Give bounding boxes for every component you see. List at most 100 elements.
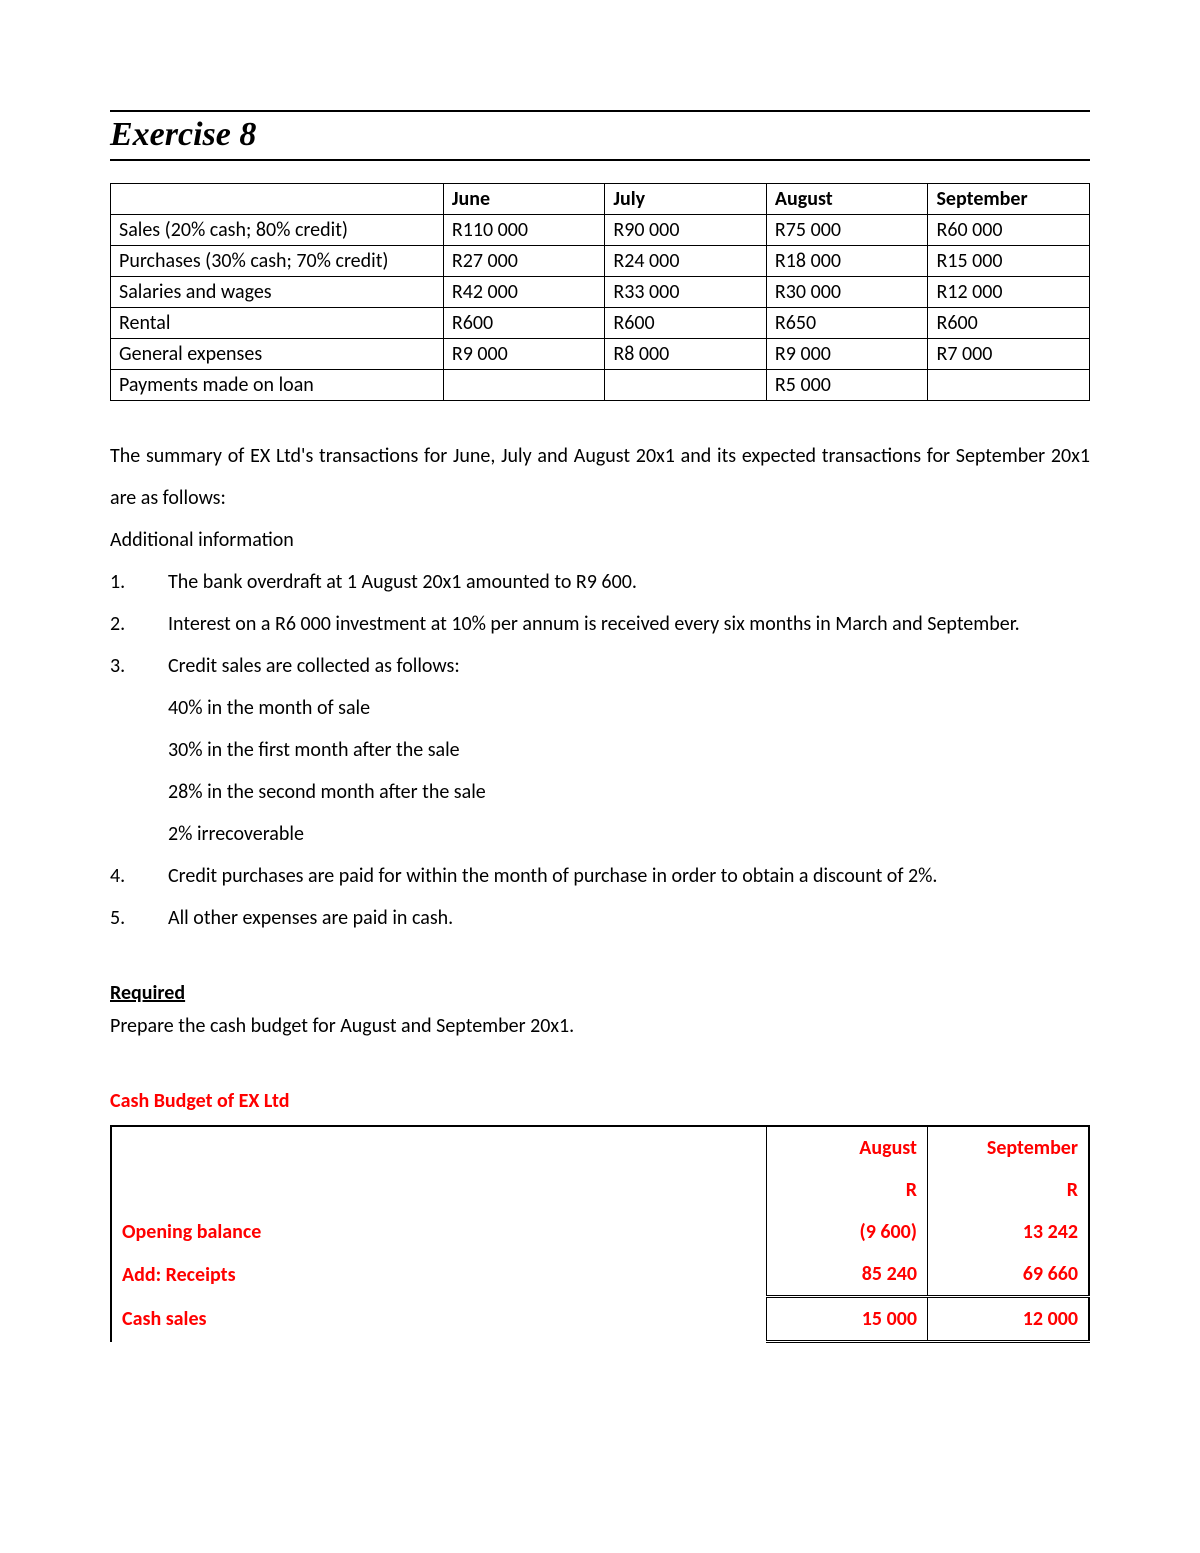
info-item: 2% irrecoverable [110,813,1090,855]
title-rule-box: Exercise 8 [110,110,1090,161]
table-header-blank [111,184,444,215]
row-value: R8 000 [605,339,767,370]
row-value: R650 [766,308,928,339]
info-item-number [110,771,168,813]
info-item: 40% in the month of sale [110,687,1090,729]
info-item-text: The bank overdraft at 1 August 20x1 amou… [168,561,1090,603]
info-item-number: 5. [110,897,168,939]
row-value: R5 000 [766,370,928,401]
row-label: Purchases (30% cash; 70% credit) [111,246,444,277]
row-value: R18 000 [766,246,928,277]
intro-text: The summary of EX Ltd's transactions for… [110,435,1090,519]
info-item-text: 30% in the first month after the sale [168,729,1090,771]
additional-info-list: 1.The bank overdraft at 1 August 20x1 am… [110,561,1090,939]
row-value: R15 000 [928,246,1090,277]
row-value: R24 000 [605,246,767,277]
budget-row-sep: 69 660 [928,1253,1090,1297]
row-label: Salaries and wages [111,277,444,308]
info-item: 3.Credit sales are collected as follows: [110,645,1090,687]
row-value: R600 [605,308,767,339]
info-item-number: 1. [110,561,168,603]
budget-currency-sep: R [928,1169,1090,1211]
transactions-table: June July August September Sales (20% ca… [110,183,1090,401]
info-item-text: 28% in the second month after the sale [168,771,1090,813]
info-item-text: 40% in the month of sale [168,687,1090,729]
budget-header-september: September [928,1126,1090,1169]
budget-row-label: Opening balance [111,1211,767,1253]
row-label: Sales (20% cash; 80% credit) [111,215,444,246]
intro-paragraph: The summary of EX Ltd's transactions for… [110,435,1090,519]
info-item-number: 2. [110,603,168,645]
row-value: R600 [443,308,605,339]
table-header-june: June [443,184,605,215]
info-item: 4.Credit purchases are paid for within t… [110,855,1090,897]
cash-budget-table: August September R R Opening balance(9 6… [110,1125,1090,1343]
table-header-august: August [766,184,928,215]
row-value: R75 000 [766,215,928,246]
info-item-text: 2% irrecoverable [168,813,1090,855]
table-row: RentalR600R600R650R600 [111,308,1090,339]
row-value: R30 000 [766,277,928,308]
info-item-number [110,729,168,771]
row-label: General expenses [111,339,444,370]
required-heading: Required [110,981,1090,1005]
row-value: R60 000 [928,215,1090,246]
row-value [605,370,767,401]
table-row: Purchases (30% cash; 70% credit)R27 000R… [111,246,1090,277]
info-item: 30% in the first month after the sale [110,729,1090,771]
budget-currency-aug: R [767,1169,928,1211]
row-label: Rental [111,308,444,339]
budget-row-aug: (9 600) [767,1211,928,1253]
info-item: 1.The bank overdraft at 1 August 20x1 am… [110,561,1090,603]
info-item: 28% in the second month after the sale [110,771,1090,813]
row-value: R27 000 [443,246,605,277]
budget-row-sep: 13 242 [928,1211,1090,1253]
row-value: R42 000 [443,277,605,308]
row-value: R12 000 [928,277,1090,308]
budget-row: Add: Receipts85 24069 660 [111,1253,1089,1297]
table-row: General expensesR9 000R8 000R9 000R7 000 [111,339,1090,370]
info-item: 2.Interest on a R6 000 investment at 10%… [110,603,1090,645]
row-value [443,370,605,401]
exercise-title: Exercise 8 [110,116,1090,153]
info-item-text: Interest on a R6 000 investment at 10% p… [168,603,1090,645]
required-text: Prepare the cash budget for August and S… [110,1005,1090,1047]
budget-row-aug: 15 000 [767,1297,928,1342]
budget-row-aug: 85 240 [767,1253,928,1297]
budget-currency-blank [111,1169,767,1211]
info-item: 5.All other expenses are paid in cash. [110,897,1090,939]
budget-header-august: August [767,1126,928,1169]
budget-row: Cash sales15 00012 000 [111,1297,1089,1342]
info-item-number [110,687,168,729]
additional-info-heading: Additional information [110,519,1090,561]
info-item-number: 3. [110,645,168,687]
table-header-september: September [928,184,1090,215]
budget-row-sep: 12 000 [928,1297,1090,1342]
info-item-text: All other expenses are paid in cash. [168,897,1090,939]
table-row: Salaries and wagesR42 000R33 000R30 000R… [111,277,1090,308]
table-header-july: July [605,184,767,215]
row-value: R90 000 [605,215,767,246]
document-page: Exercise 8 June July August September Sa… [0,0,1200,1553]
row-value: R9 000 [766,339,928,370]
budget-header-row: August September [111,1126,1089,1169]
budget-header-blank [111,1126,767,1169]
row-value: R9 000 [443,339,605,370]
row-value: R600 [928,308,1090,339]
table-row: Payments made on loan R5 000 [111,370,1090,401]
table-row: Sales (20% cash; 80% credit)R110 000R90 … [111,215,1090,246]
budget-row: Opening balance(9 600)13 242 [111,1211,1089,1253]
info-item-text: Credit sales are collected as follows: [168,645,1090,687]
row-value: R110 000 [443,215,605,246]
row-value [928,370,1090,401]
budget-row-label: Cash sales [111,1297,767,1342]
info-item-number: 4. [110,855,168,897]
row-value: R7 000 [928,339,1090,370]
table-header-row: June July August September [111,184,1090,215]
info-item-text: Credit purchases are paid for within the… [168,855,1090,897]
row-value: R33 000 [605,277,767,308]
budget-currency-row: R R [111,1169,1089,1211]
budget-row-label: Add: Receipts [111,1253,767,1297]
budget-title: Cash Budget of EX Ltd [110,1089,1090,1113]
row-label: Payments made on loan [111,370,444,401]
